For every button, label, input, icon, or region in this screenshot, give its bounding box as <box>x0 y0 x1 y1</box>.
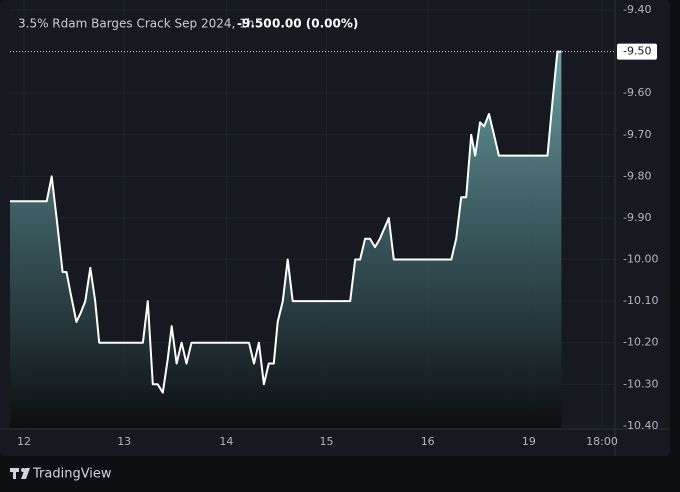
last-value: -9.50 <box>237 17 272 31</box>
y-tick-label: -9.90 <box>623 211 651 224</box>
y-tick-label: -10.10 <box>623 294 658 307</box>
x-tick-label: 12 <box>17 435 31 448</box>
y-tick-label: -10.00 <box>623 253 658 266</box>
chart-title: 3.5% Rdam Barges Crack Sep 2024, 1h <box>18 17 254 31</box>
y-tick-label: -10.30 <box>623 377 658 390</box>
line <box>10 50 562 394</box>
change: 0.00 (0.00%) <box>272 17 358 31</box>
x-tick-label: 19 <box>522 435 536 448</box>
brand: TradingView <box>32 467 112 482</box>
last-price-label: -9.50 <box>623 45 651 58</box>
brand-logo <box>10 468 30 479</box>
x-tick-label: 13 <box>117 435 131 448</box>
y-tick-label: -9.60 <box>623 86 651 99</box>
last-price-box <box>617 43 657 60</box>
y-tick-label: -10.20 <box>623 336 658 349</box>
x-tick-label: 16 <box>421 435 435 448</box>
area-fill <box>10 51 562 428</box>
y-tick-label: -9.40 <box>623 3 651 16</box>
x-tick-label: 18:00 <box>586 435 618 448</box>
x-tick-label: 15 <box>320 435 334 448</box>
y-tick-label: -10.40 <box>623 419 658 432</box>
y-tick-label: -9.80 <box>623 169 651 182</box>
x-tick-label: 14 <box>219 435 233 448</box>
y-tick-label: -9.70 <box>623 128 651 141</box>
